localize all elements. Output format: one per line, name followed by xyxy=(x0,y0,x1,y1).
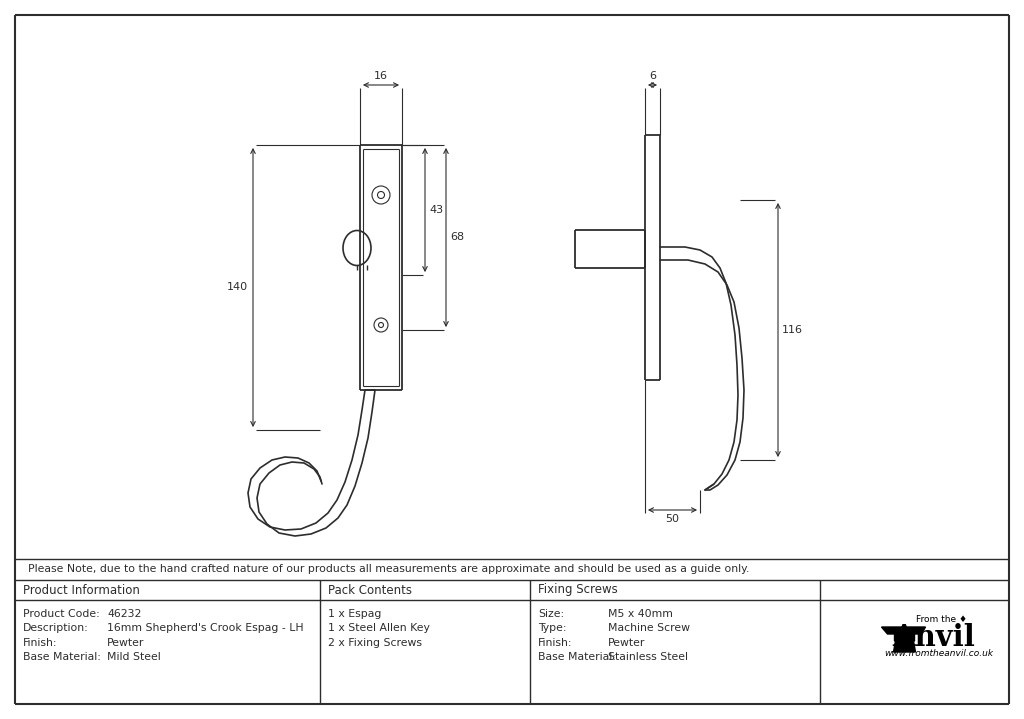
Text: Type:: Type: xyxy=(538,623,566,633)
Text: www.fromtheanvil.co.uk: www.fromtheanvil.co.uk xyxy=(885,649,993,659)
Text: Base Material:: Base Material: xyxy=(538,652,615,662)
Text: 68: 68 xyxy=(450,232,464,242)
Text: 116: 116 xyxy=(782,325,803,335)
Polygon shape xyxy=(882,627,926,641)
Text: Pack Contents: Pack Contents xyxy=(328,584,412,597)
Text: 140: 140 xyxy=(227,283,248,293)
Text: From the ♦: From the ♦ xyxy=(916,615,968,625)
Text: Machine Screw: Machine Screw xyxy=(608,623,690,633)
Text: 1 x Espag: 1 x Espag xyxy=(328,609,381,619)
Text: 43: 43 xyxy=(429,205,443,215)
Text: Base Material:: Base Material: xyxy=(23,652,101,662)
Text: M5 x 40mm: M5 x 40mm xyxy=(608,609,673,619)
Text: Pewter: Pewter xyxy=(106,638,144,648)
Text: 46232: 46232 xyxy=(106,609,141,619)
Text: Finish:: Finish: xyxy=(538,638,572,648)
Text: 50: 50 xyxy=(666,514,680,524)
Text: 2 x Fixing Screws: 2 x Fixing Screws xyxy=(328,638,422,648)
Text: Anvil: Anvil xyxy=(893,623,976,651)
Text: Fixing Screws: Fixing Screws xyxy=(538,584,617,597)
Text: Description:: Description: xyxy=(23,623,89,633)
Text: 16: 16 xyxy=(374,71,388,81)
Text: 1 x Steel Allen Key: 1 x Steel Allen Key xyxy=(328,623,430,633)
Polygon shape xyxy=(894,641,915,652)
Text: Size:: Size: xyxy=(538,609,564,619)
Text: Finish:: Finish: xyxy=(23,638,57,648)
Text: 6: 6 xyxy=(649,71,656,81)
Text: Product Code:: Product Code: xyxy=(23,609,99,619)
Text: Product Information: Product Information xyxy=(23,584,140,597)
Text: Stainless Steel: Stainless Steel xyxy=(608,652,688,662)
Text: Pewter: Pewter xyxy=(608,638,645,648)
Text: Mild Steel: Mild Steel xyxy=(106,652,161,662)
Text: 16mm Shepherd's Crook Espag - LH: 16mm Shepherd's Crook Espag - LH xyxy=(106,623,304,633)
Text: Please Note, due to the hand crafted nature of our products all measurements are: Please Note, due to the hand crafted nat… xyxy=(28,564,750,574)
